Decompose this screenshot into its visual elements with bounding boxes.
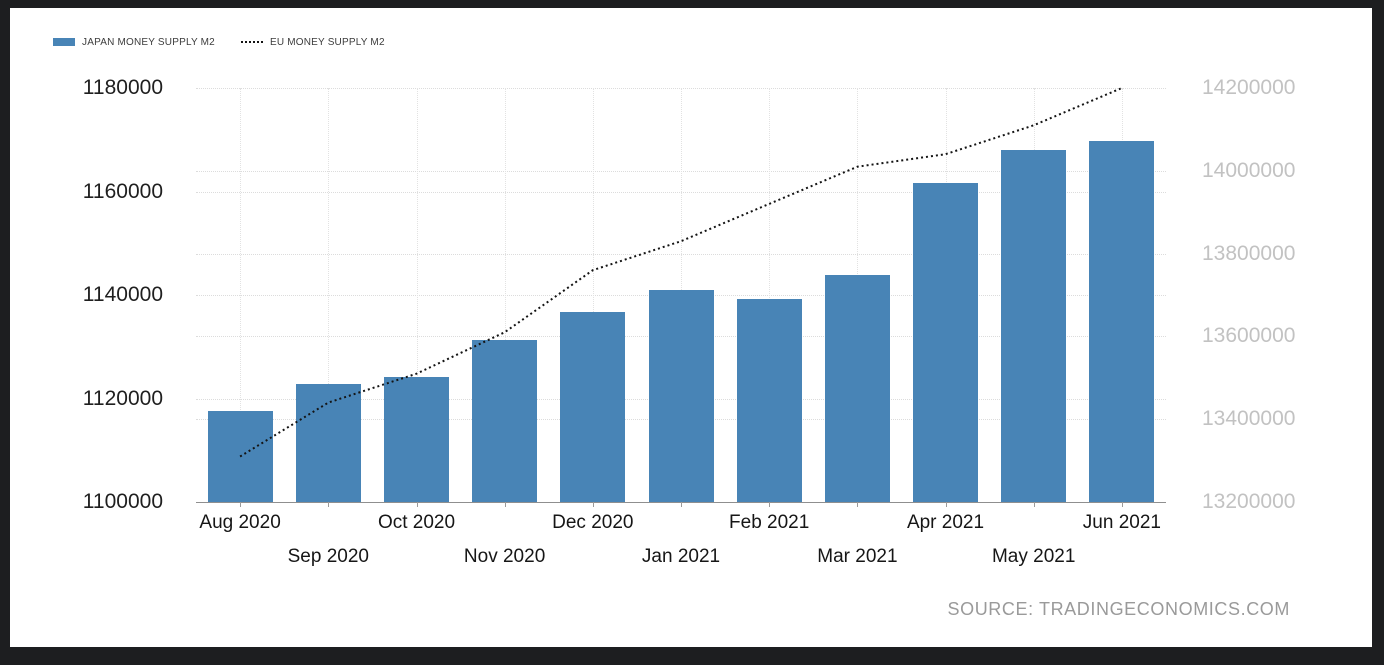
right-axis-tick-label: 13400000 xyxy=(1202,407,1296,431)
left-axis-tick-label: 1120000 xyxy=(82,386,163,410)
dotted-line-icon xyxy=(240,41,263,43)
legend-label: JAPAN MONEY SUPPLY M2 xyxy=(82,36,215,48)
bar-apr-2021[interactable] xyxy=(913,182,978,502)
v-gridline xyxy=(504,88,506,502)
x-axis-label: Aug 2020 xyxy=(199,512,281,533)
x-axis-label: May 2021 xyxy=(991,546,1076,567)
legend: JAPAN MONEY SUPPLY M2 EU MONEY SUPPLY M2 xyxy=(53,34,385,50)
x-axis-tick xyxy=(1121,502,1123,507)
bar-jun-2021[interactable] xyxy=(1089,140,1155,502)
v-gridline xyxy=(240,88,242,502)
left-axis-tick-label: 1140000 xyxy=(82,283,163,306)
x-axis-tick xyxy=(857,502,859,507)
bar-sep-2020[interactable] xyxy=(295,384,361,502)
right-axis-tick-label: 14000000 xyxy=(1202,158,1296,182)
x-axis-label: Jan 2021 xyxy=(641,546,721,567)
x-axis-label: Oct 2020 xyxy=(377,512,456,533)
right-axis-tick-label: 13800000 xyxy=(1202,241,1296,265)
legend-item-eu[interactable]: EU MONEY SUPPLY M2 xyxy=(240,36,385,48)
bar-swatch-icon xyxy=(53,38,75,46)
x-axis-label: Dec 2020 xyxy=(552,512,634,533)
right-axis-tick-label: 13600000 xyxy=(1202,324,1296,348)
v-gridline xyxy=(328,88,330,502)
bar-dec-2020[interactable] xyxy=(560,312,626,502)
x-axis-tick xyxy=(416,502,418,507)
x-axis-tick xyxy=(592,502,594,507)
x-axis-tick xyxy=(504,502,506,507)
eu-line-layer xyxy=(239,87,1123,458)
left-axis-tick-label: 1160000 xyxy=(82,179,163,203)
x-axis-label: Mar 2021 xyxy=(817,546,898,567)
v-gridline xyxy=(592,88,594,502)
x-axis-label: Jun 2021 xyxy=(1082,512,1161,533)
plot-area xyxy=(196,87,1166,503)
x-axis-tick xyxy=(945,502,947,507)
x-axis-label: Nov 2020 xyxy=(463,546,546,567)
bar-mar-2021[interactable] xyxy=(824,275,890,502)
source-text: SOURCE: TRADINGECONOMICS.COM xyxy=(947,599,1290,619)
eu-line[interactable] xyxy=(239,87,1123,458)
legend-item-japan[interactable]: JAPAN MONEY SUPPLY M2 xyxy=(53,37,215,48)
legend-label: EU MONEY SUPPLY M2 xyxy=(269,36,385,48)
x-axis-tick xyxy=(1033,502,1035,507)
bar-jan-2021[interactable] xyxy=(648,290,714,502)
right-axis-tick-label: 13200000 xyxy=(1202,490,1296,513)
x-axis-tick xyxy=(240,502,242,507)
right-axis-tick-label: 14200000 xyxy=(1202,76,1296,99)
x-axis-tick xyxy=(681,502,682,507)
x-axis-tick xyxy=(328,502,330,507)
x-axis-label: Feb 2021 xyxy=(729,512,810,533)
x-axis-label: Sep 2020 xyxy=(287,546,369,567)
v-gridline xyxy=(769,88,771,502)
x-axis-tick xyxy=(769,502,771,507)
bar-nov-2020[interactable] xyxy=(472,339,538,502)
x-axis-label: Apr 2021 xyxy=(906,512,985,533)
chart-card: JAPAN MONEY SUPPLY M2 EU MONEY SUPPLY M2… xyxy=(10,8,1372,647)
left-axis-tick-label: 1100000 xyxy=(82,490,163,513)
bar-may-2021[interactable] xyxy=(1001,149,1067,502)
bar-oct-2020[interactable] xyxy=(384,377,449,502)
left-axis-tick-label: 1180000 xyxy=(82,76,163,99)
bar-feb-2021[interactable] xyxy=(736,298,802,502)
v-gridline xyxy=(416,88,418,502)
